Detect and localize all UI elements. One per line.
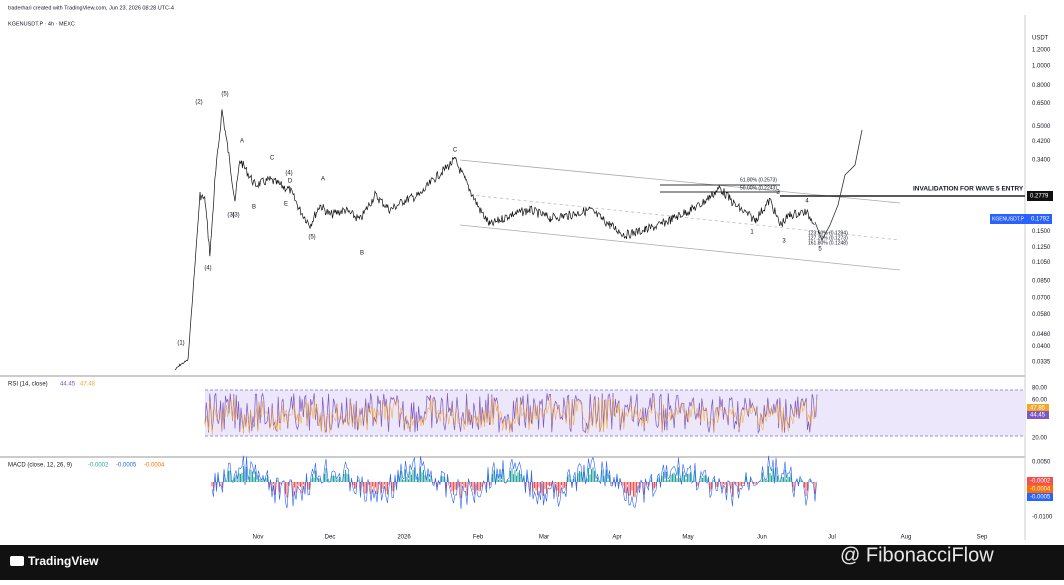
invalidation-label: INVALIDATION FOR WAVE 5 ENTRY xyxy=(913,186,1024,193)
fib-label: 123.60% (0.1294) xyxy=(808,230,848,236)
rsi-tag xyxy=(1027,404,1049,412)
price-label: 0.0400 xyxy=(1032,344,1051,350)
price-label: 0.6500 xyxy=(1032,101,1051,107)
price-label: 1.0000 xyxy=(1032,63,1051,69)
fib-label: 127.20% (0.1273) xyxy=(808,235,848,241)
price-tag-label: 0.2779 xyxy=(1030,194,1049,200)
time-label: Mar xyxy=(539,535,549,541)
macd-axis: 0.0050 xyxy=(1032,460,1051,466)
time-label: Apr xyxy=(612,535,621,541)
rsi-label: RSI (14, close) xyxy=(8,382,48,388)
wave-label: C xyxy=(453,148,458,154)
wave-label: (4) xyxy=(285,171,292,177)
time-label: Feb xyxy=(473,535,484,541)
fib-label: 61.80% (0.2573) xyxy=(740,177,777,183)
rsi-value: 47.48 xyxy=(80,382,96,388)
wave-label: (2) xyxy=(195,100,202,106)
rsi-axis: 80.00 xyxy=(1032,386,1048,392)
rsi-tag xyxy=(1027,411,1049,419)
logo xyxy=(10,556,24,566)
channel-mid xyxy=(469,194,901,241)
rsi-tag-label: 47.85 xyxy=(1030,406,1046,412)
channel-line xyxy=(459,224,901,271)
fib-label: 161.80% (0.1248) xyxy=(808,240,848,246)
wave-label: (3) xyxy=(227,213,234,219)
wave-label: A xyxy=(240,139,244,145)
macd-tag xyxy=(1027,493,1053,501)
wave-label: D xyxy=(288,179,293,185)
time-label: Jul xyxy=(828,535,836,541)
wave-label: C xyxy=(270,156,275,162)
wave-label: (3) xyxy=(232,213,239,219)
symbol: KGENUSDT.P · 4h · MEXC xyxy=(8,21,75,27)
projection-arrow xyxy=(814,129,863,241)
wave-label: (5) xyxy=(308,235,315,241)
wave-label: (4) xyxy=(204,266,211,272)
wave-label: A xyxy=(321,177,325,183)
wave-label: B xyxy=(252,205,256,211)
footer-bar xyxy=(0,545,1064,580)
price-label: 0.0460 xyxy=(1032,332,1051,338)
wave-label: 4 xyxy=(805,199,809,205)
price-label: 0.0335 xyxy=(1032,360,1051,366)
rsi-value: 44.45 xyxy=(60,382,76,388)
price-label: 0.8000 xyxy=(1032,83,1051,89)
price-label: 0.1050 xyxy=(1032,260,1051,266)
macd-line xyxy=(211,455,817,509)
macd-tag xyxy=(1027,485,1053,493)
time-label: Nov xyxy=(253,535,264,541)
price-label: 0.1250 xyxy=(1032,245,1051,251)
price-label: 0.0850 xyxy=(1032,278,1051,284)
fib-label: 50.00% (0.2243) xyxy=(740,185,777,191)
time-label: Aug xyxy=(901,535,912,541)
price-label: 0.0580 xyxy=(1032,312,1051,318)
macd-value: -0.0002 xyxy=(88,463,109,469)
macd-axis: -0.0100 xyxy=(1032,515,1053,521)
wave-label: (1) xyxy=(177,341,184,347)
wave-label: 5 xyxy=(818,247,822,253)
wave-label: (5) xyxy=(221,92,228,98)
wave-label: B xyxy=(360,251,364,257)
price-tag xyxy=(1027,191,1053,201)
watermark: @ FibonacciFlow xyxy=(840,544,994,566)
macd-value: -0.0004 xyxy=(144,463,165,469)
time-label: Dec xyxy=(325,535,336,541)
currency: USDT xyxy=(1032,36,1049,42)
macd-tag xyxy=(1027,477,1053,485)
wave-label: 3 xyxy=(782,239,786,245)
price-label: 0.3400 xyxy=(1032,158,1051,164)
price-line xyxy=(174,109,815,371)
time-label: Sep xyxy=(977,535,988,541)
time-label: 2026 xyxy=(397,535,411,541)
rsi-tag-label: 44.45 xyxy=(1030,413,1046,419)
macd-value: -0.0005 xyxy=(116,463,137,469)
rsi-axis: 20.00 xyxy=(1032,436,1048,442)
macd-label: MACD (close, 12, 26, 9) xyxy=(8,463,72,469)
price-label: 0.0700 xyxy=(1032,295,1051,301)
time-label: May xyxy=(682,535,693,541)
wave-label: 2 xyxy=(776,190,780,196)
macd-tag-label: -0.0002 xyxy=(1030,479,1051,485)
price-label: 0.4200 xyxy=(1032,139,1051,145)
wave-label: E xyxy=(284,202,288,208)
macd-tag-label: -0.0004 xyxy=(1030,487,1051,493)
price-tag-label: 0.1792 xyxy=(1031,217,1050,223)
rsi-ma xyxy=(204,396,818,435)
price-label: 0.5000 xyxy=(1032,124,1051,130)
price-label: 1.2000 xyxy=(1032,48,1051,54)
price-tag xyxy=(990,214,1052,224)
footer-brand: TradingView xyxy=(28,554,99,568)
time-label: Jun xyxy=(757,535,767,541)
rsi-axis: 60.00 xyxy=(1032,398,1048,404)
macd-tag-label: -0.0005 xyxy=(1030,495,1051,501)
price-label: 0.1500 xyxy=(1032,229,1051,235)
wave-label: 1 xyxy=(750,230,754,236)
header: traderhari created with TradingView.com,… xyxy=(8,5,174,11)
rsi-band xyxy=(205,390,1025,436)
price-tag-label: KGENUSDT.P xyxy=(992,216,1025,222)
